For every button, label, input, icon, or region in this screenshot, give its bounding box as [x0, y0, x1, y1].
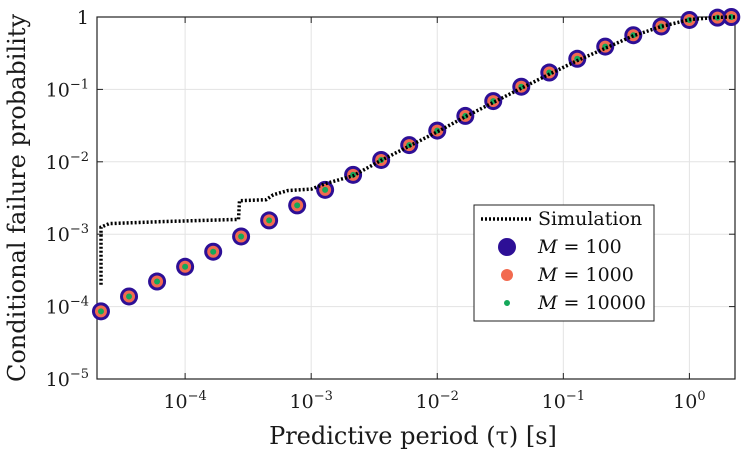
x-tick-label: 100	[673, 389, 705, 413]
legend-box	[473, 204, 655, 322]
x-tick-label: 10−4	[163, 389, 206, 413]
series-3-point	[154, 278, 161, 285]
legend-m10000-label: M = 10000	[537, 292, 646, 314]
y-tick-label: 10−1	[46, 77, 89, 101]
y-tick-label: 10−4	[46, 295, 89, 319]
x-tick-label: 10−3	[290, 389, 333, 413]
simulation-line	[99, 15, 736, 285]
x-tick-label: 10−1	[542, 389, 585, 413]
legend-m100-label: M = 100	[537, 236, 622, 258]
y-tick-label: 10−5	[46, 367, 89, 391]
x-tick-labels: 10−4 10−3 10−2 10−1 100	[163, 389, 705, 413]
grid	[97, 16, 735, 380]
legend-m1000-label: M = 1000	[537, 264, 634, 286]
y-tick-label: 10−2	[46, 150, 89, 174]
y-tick-label: 10−3	[46, 222, 89, 246]
x-axis-label: Predictive period (τ) [s]	[269, 422, 557, 450]
y-axis-label: Conditional failure probability	[3, 14, 31, 382]
y-tick-label: 1	[77, 7, 89, 29]
legend-simulation-label: Simulation	[538, 208, 642, 230]
series-3-point	[210, 248, 217, 255]
legend-m1000-marker	[501, 269, 513, 281]
series-3-point	[322, 186, 329, 193]
plot-area	[96, 16, 736, 380]
x-tick-label: 10−2	[416, 389, 459, 413]
series-3-point	[238, 233, 245, 240]
y-tick-labels: 10−5 10−4 10−3 10−2 10−1 1	[46, 7, 89, 391]
legend-m10000-marker	[504, 300, 510, 306]
legend-m100-marker	[498, 238, 516, 256]
series-3-point	[126, 293, 133, 300]
series-3-point	[266, 217, 273, 224]
legend: Simulation M = 100 M = 1000 M = 10000	[473, 204, 655, 322]
series-3-point	[294, 202, 301, 209]
series-3-point	[182, 263, 189, 270]
simulation-curve	[99, 15, 736, 285]
series-3-point	[97, 308, 104, 315]
tick-marks	[97, 16, 735, 380]
